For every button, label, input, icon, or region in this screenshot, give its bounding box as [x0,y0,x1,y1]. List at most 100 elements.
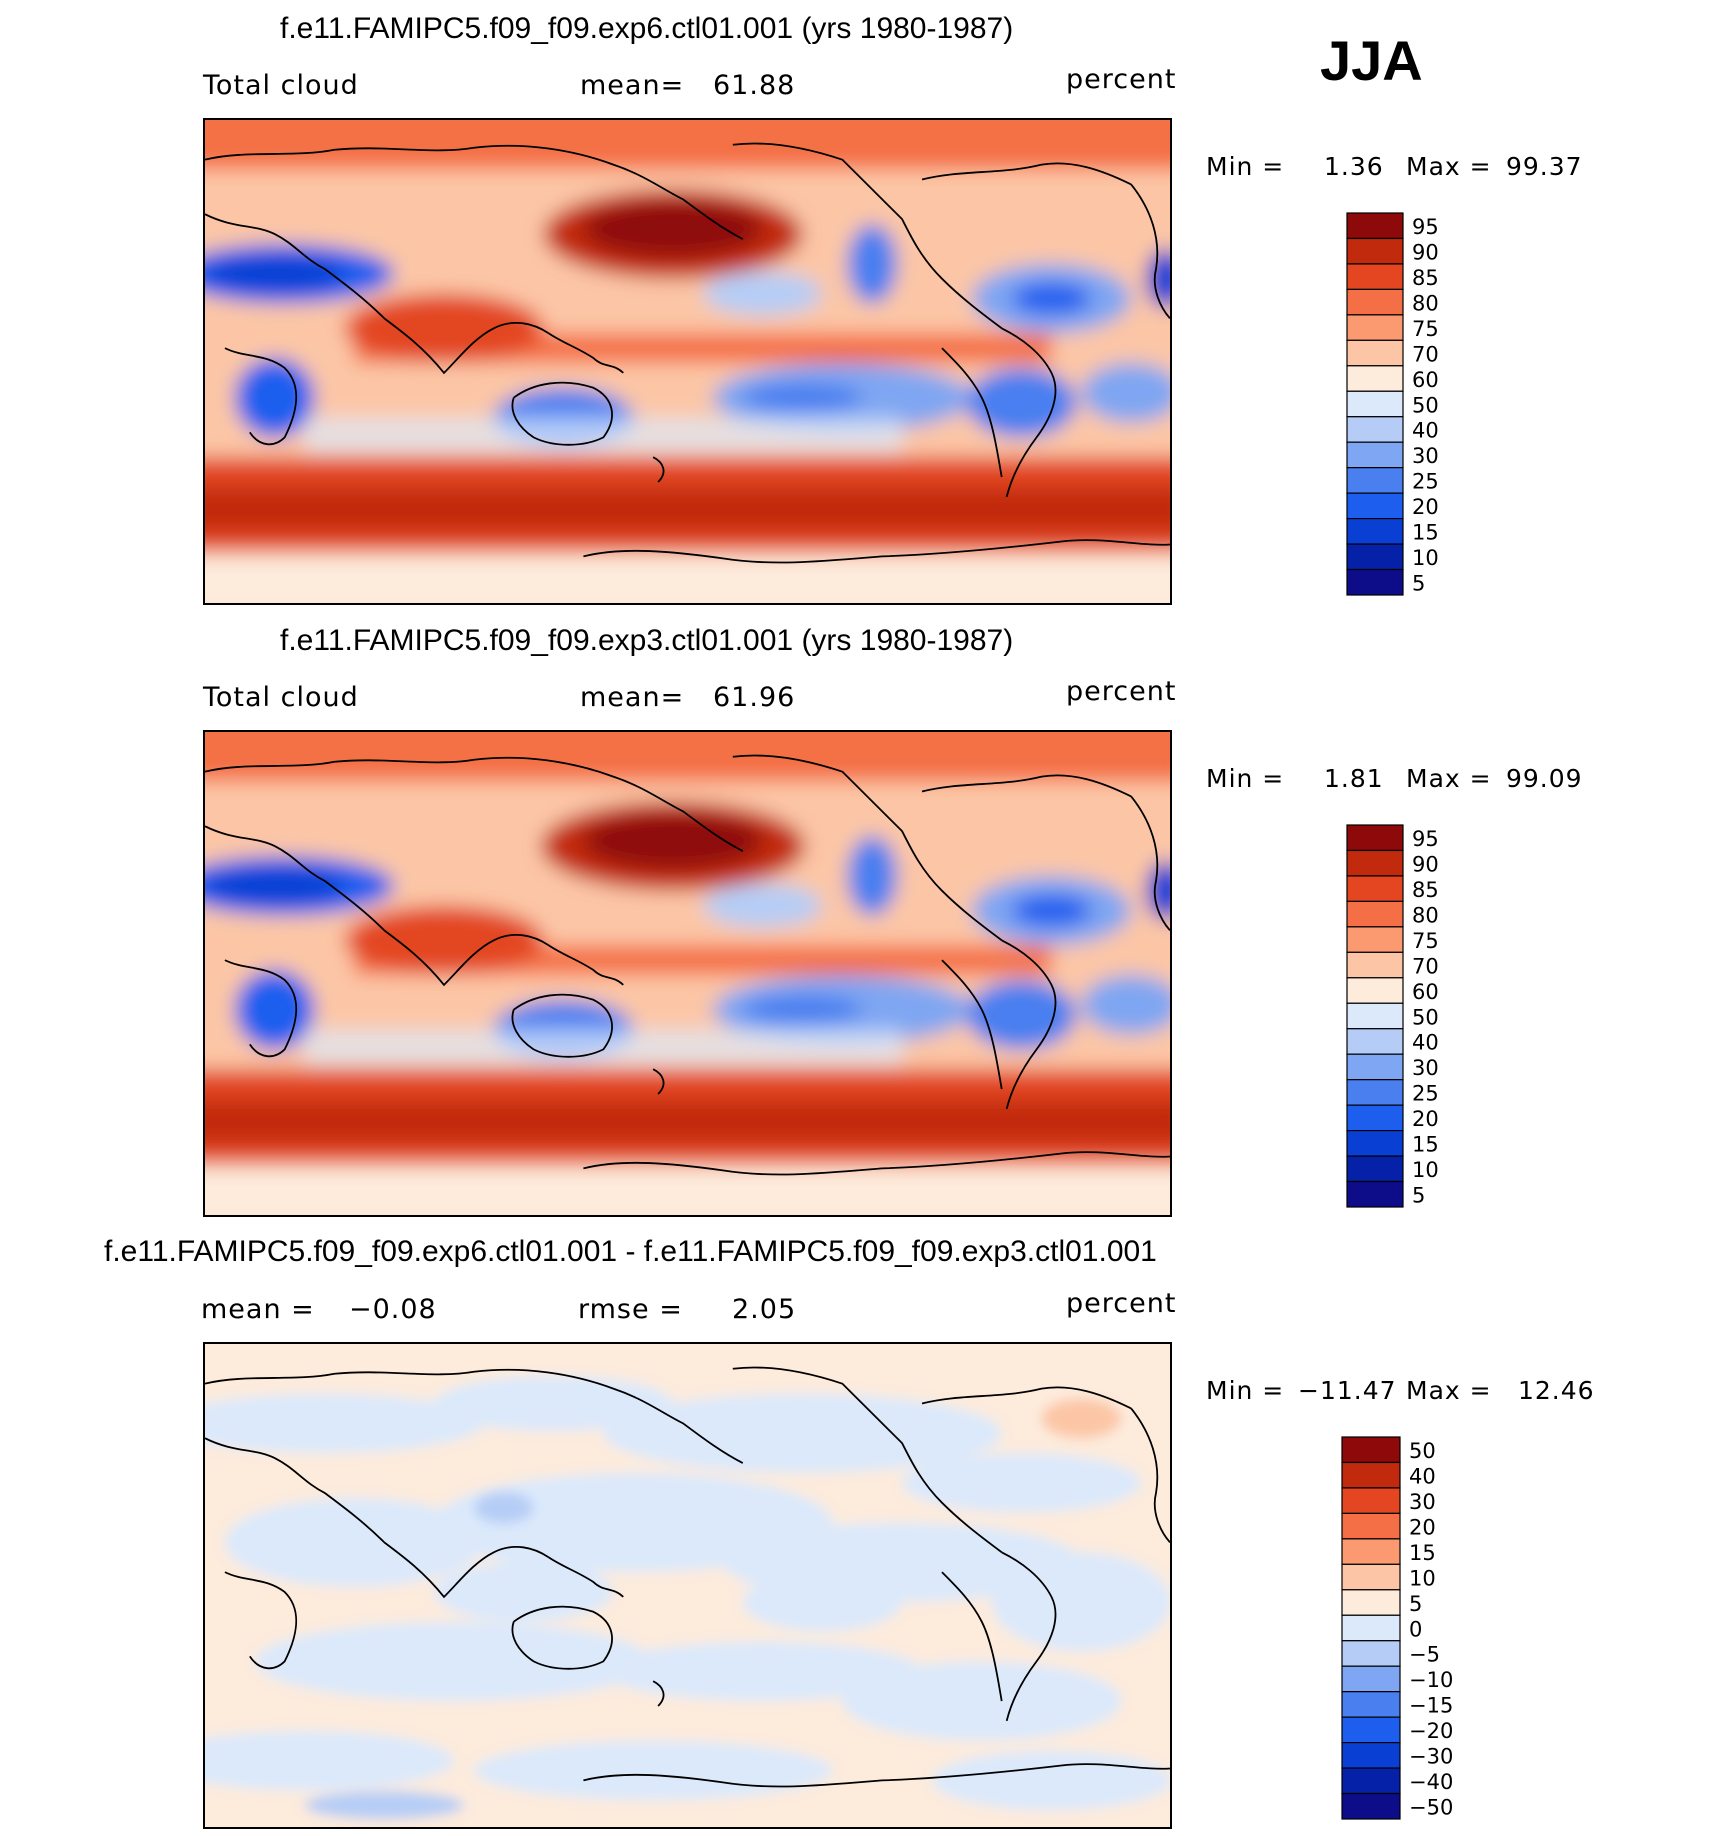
panel-3-max-value: 12.46 [1518,1376,1595,1405]
panel-3-max-label: Max = [1406,1376,1492,1405]
coastline [1130,1407,1170,1543]
coastline [941,1571,1003,1702]
field-low [1146,860,1170,921]
coastline [1001,939,1057,1110]
field-low [234,970,315,1050]
panel-3-units: percent [1066,1288,1177,1319]
field-low [1081,362,1170,423]
field-low [847,224,898,304]
colorbar-label: 5 [1409,1592,1422,1616]
coastline [224,959,298,1058]
field-band [205,1168,1170,1215]
panel-1-mean-value: 61.88 [713,70,796,101]
panel-3-mean-value: −0.08 [349,1294,437,1325]
colorbar-segment [1346,900,1404,928]
panel-2-mean-value: 61.96 [713,682,796,713]
colorbar-segment [1346,314,1404,341]
colorbar-label: 70 [1412,954,1439,978]
colorbar-segment [1341,1665,1401,1693]
panel-3-title: f.e11.FAMIPC5.f09_f09.exp6.ctl01.001 - f… [104,1235,1157,1268]
field-low [1146,248,1170,309]
colorbar-label: 40 [1412,1031,1439,1055]
coastline [921,162,1132,186]
diff-patch-negative-strong [304,1791,464,1820]
field-low [966,979,1077,1050]
coastline [205,213,385,319]
diff-patch-negative [254,1621,654,1702]
colorbar-segment [1346,875,1404,903]
colorbar-label: −40 [1409,1770,1453,1794]
field-max [583,813,763,869]
colorbar-segment [1341,1691,1401,1718]
colorbar-label: 0 [1409,1617,1422,1641]
colorbar-segment [1341,1512,1401,1540]
diff-patch-negative [603,1393,1002,1473]
diff-patch-negative [434,1562,614,1622]
colorbar-label: 60 [1412,980,1439,1004]
coastline [1130,795,1170,931]
colorbar-label: −20 [1409,1719,1453,1743]
panel-2-cloud-field [205,732,1170,1215]
coastline [383,1541,550,1599]
field-band [205,732,1170,782]
coastline [511,993,613,1058]
field-band [205,556,1170,603]
panel-2-variable: Total cloud [203,682,359,713]
colorbar-label: −15 [1409,1694,1453,1718]
panel-2-max-value: 99.09 [1506,764,1583,793]
colorbar-label: 20 [1412,495,1439,519]
colorbar-segment [1346,288,1404,316]
coastline [921,774,1132,798]
coastlines [205,142,1170,564]
panel-1-variable: Total cloud [203,70,359,101]
coastline [548,944,624,986]
field-low [742,994,863,1025]
colorbar-label: 30 [1409,1490,1436,1514]
panel-3-rmse-label: rmse = [578,1294,683,1325]
colorbar-label: 20 [1409,1515,1436,1539]
coastline [583,539,1170,564]
diff-patch-negative [932,1750,1170,1811]
colorbar-label: 10 [1409,1566,1436,1590]
field-low [205,867,345,904]
colorbar-label: 85 [1412,878,1439,902]
colorbar-label: 50 [1412,1005,1439,1029]
field-band [205,1098,1170,1144]
field-low [702,883,823,928]
colorbar-segment [1346,824,1404,852]
colorbar-label: 95 [1412,215,1439,239]
field-high [344,293,544,363]
colorbar-segment [1341,1792,1401,1820]
colorbar-label: 90 [1412,240,1439,264]
panel-3-map [203,1342,1172,1829]
colorbar-segment [1346,977,1404,1004]
colorbar-label: 5 [1412,572,1425,596]
coastline [732,1366,1003,1553]
coastlines [205,1366,1170,1788]
coastline [548,332,624,374]
field-band [205,120,1170,170]
colorbar-label: 40 [1409,1464,1436,1488]
colorbar-segment [1341,1614,1401,1642]
field-band [304,1029,903,1065]
panel-3-min-value: −11.47 [1298,1376,1397,1405]
colorbar-segment [1341,1563,1401,1591]
colorbar-segment [1341,1436,1401,1464]
colorbar-segment [1346,339,1404,367]
season-label: JJA [1320,29,1423,92]
diff-patch-positive [1041,1398,1122,1439]
colorbar-label: −5 [1409,1643,1440,1667]
coastline [941,959,1003,1090]
colorbar-segment [1346,1155,1404,1183]
panel-1-max-value: 99.37 [1506,152,1583,181]
field-low [1081,974,1170,1035]
panel-3-difference-field [205,1344,1170,1827]
colorbar-segment [1346,212,1404,240]
coastline [205,825,385,931]
colorbar-segment [1346,390,1404,418]
coastline [941,347,1003,478]
coastline [583,1151,1170,1176]
colorbar-label: −50 [1409,1796,1453,1820]
coastline [652,1680,665,1707]
